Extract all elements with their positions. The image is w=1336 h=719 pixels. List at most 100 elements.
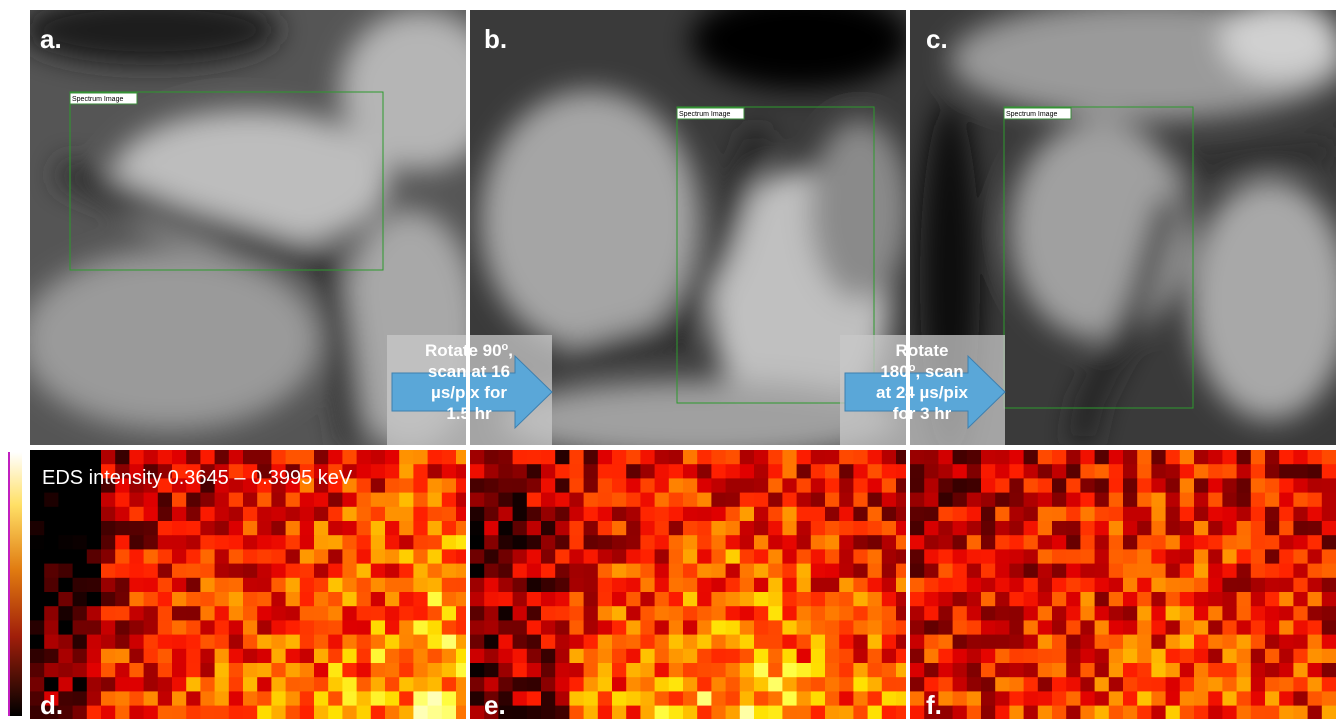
heatmap-cell [1052, 649, 1067, 664]
heatmap-cell [73, 677, 88, 692]
heatmap-cell [300, 535, 315, 550]
heatmap-cell [158, 564, 173, 579]
heatmap-cell [853, 620, 868, 635]
heatmap-cell [101, 450, 116, 465]
heatmap-cell [87, 507, 102, 522]
heatmap-cell [229, 691, 244, 706]
heatmap-cell [910, 635, 925, 650]
heatmap-cell [527, 564, 542, 579]
heatmap-cell [584, 464, 599, 479]
heatmap-cell [882, 649, 897, 664]
heatmap-cell [1024, 464, 1039, 479]
heatmap-cell [428, 464, 443, 479]
heatmap-cell [1279, 535, 1294, 550]
heatmap-cell [953, 450, 968, 465]
heatmap-cell [683, 706, 698, 719]
heatmap-cell [484, 620, 499, 635]
heatmap-cell [357, 450, 372, 465]
heatmap-cell [669, 663, 684, 678]
heatmap-cell [1265, 478, 1280, 493]
heatmap-cell [513, 649, 528, 664]
heatmap-cell [399, 549, 414, 564]
heatmap-cell [1066, 535, 1081, 550]
heatmap-cell [456, 521, 466, 536]
heatmap-cell [853, 691, 868, 706]
heatmap-cell [1151, 507, 1166, 522]
heatmap-cell [513, 592, 528, 607]
heatmap-cell [1137, 549, 1152, 564]
heatmap-cell [229, 535, 244, 550]
heatmap-cell [541, 592, 556, 607]
heatmap-cell [456, 478, 466, 493]
heatmap-cell [129, 549, 144, 564]
heatmap-cell [1038, 592, 1053, 607]
heatmap-cell [1308, 620, 1323, 635]
heatmap-cell [1123, 521, 1138, 536]
heatmap-cell [314, 691, 329, 706]
heatmap-cell [1109, 464, 1124, 479]
heatmap-cell [1293, 691, 1308, 706]
heatmap-cell [371, 507, 386, 522]
heatmap-cell [1180, 478, 1195, 493]
heatmap-cell [1123, 592, 1138, 607]
heatmap-cell [300, 649, 315, 664]
heatmap-cell [1080, 549, 1095, 564]
heatmap-cell [726, 578, 741, 593]
heatmap-cell [782, 493, 797, 508]
heatmap-cell [1038, 649, 1053, 664]
heatmap-cell [513, 507, 528, 522]
heatmap-cell [385, 564, 400, 579]
heatmap-cell [1095, 535, 1110, 550]
heatmap-cell [484, 549, 499, 564]
heatmap-cell [768, 464, 783, 479]
heatmap-cell [683, 635, 698, 650]
heatmap-cell [612, 535, 627, 550]
heatmap-cell [910, 521, 925, 536]
heatmap-cell [1151, 620, 1166, 635]
heatmap-cell [513, 549, 528, 564]
heatmap-cell [428, 663, 443, 678]
heatmap-cell [1322, 493, 1336, 508]
heatmap-cell [115, 663, 130, 678]
heatmap-cell [967, 535, 982, 550]
heatmap-cell [839, 549, 854, 564]
heatmap-cell [1265, 706, 1280, 719]
heatmap-cell [158, 493, 173, 508]
heatmap-cell [1123, 620, 1138, 635]
heatmap-cell [144, 649, 159, 664]
heatmap-cell [640, 691, 655, 706]
heatmap-cell [371, 663, 386, 678]
heatmap-cell [1180, 535, 1195, 550]
heatmap-cell [172, 507, 187, 522]
heatmap-cell [1251, 493, 1266, 508]
heatmap-cell [257, 691, 272, 706]
heatmap-cell [640, 677, 655, 692]
heatmap-cell [484, 507, 499, 522]
heatmap-cell [669, 606, 684, 621]
heatmap-cell [640, 521, 655, 536]
heatmap-cell [385, 649, 400, 664]
heatmap-cell [797, 464, 812, 479]
heatmap-cell [243, 521, 258, 536]
heatmap-cell [158, 649, 173, 664]
heatmap-cell [711, 521, 726, 536]
heatmap-cell [1038, 677, 1053, 692]
heatmap-cell [399, 535, 414, 550]
heatmap-cell [995, 620, 1010, 635]
heatmap-cell [229, 649, 244, 664]
heatmap-cell [101, 606, 116, 621]
heatmap-cell [371, 464, 386, 479]
heatmap-cell [1237, 507, 1252, 522]
heatmap-cell [243, 649, 258, 664]
heatmap-cell [953, 620, 968, 635]
heatmap-cell [655, 507, 670, 522]
heatmap-cell [711, 478, 726, 493]
heatmap-cell [1080, 564, 1095, 579]
heatmap-cell [655, 649, 670, 664]
heatmap-cell [726, 507, 741, 522]
heatmap-cell [1293, 635, 1308, 650]
heatmap-cell [1322, 450, 1336, 465]
heatmap-cell [1095, 521, 1110, 536]
heatmap-cell [981, 706, 996, 719]
heatmap-cell [73, 635, 88, 650]
